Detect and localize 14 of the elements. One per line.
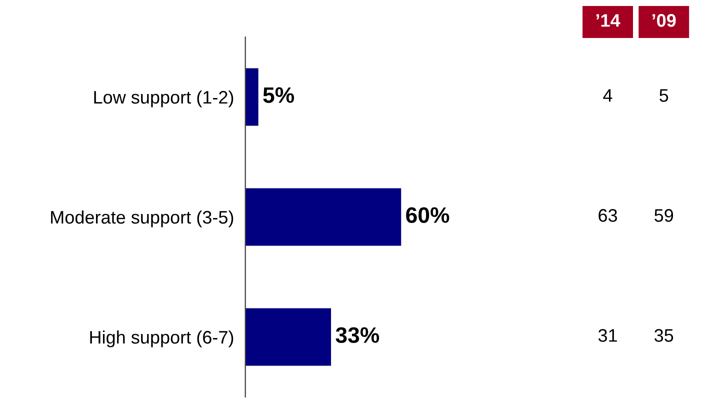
text: ’14 <box>596 14 620 27</box>
data-label: 60% <box>406 207 450 223</box>
text: 31 <box>598 329 617 342</box>
y-tick-label: High support (6-7) <box>90 330 234 348</box>
y-tick-label: Moderate support (3-5) <box>51 210 234 228</box>
data-label: 33% <box>336 327 380 343</box>
y-tick-label: Low support (1-2) <box>94 90 234 108</box>
text: 59 <box>654 209 674 222</box>
data-label: 5% <box>263 87 294 103</box>
text: 5 <box>660 89 668 102</box>
text: 4 <box>603 89 612 102</box>
text: ’09 <box>652 14 676 27</box>
text: 35 <box>654 329 674 342</box>
text: 63 <box>598 209 618 222</box>
